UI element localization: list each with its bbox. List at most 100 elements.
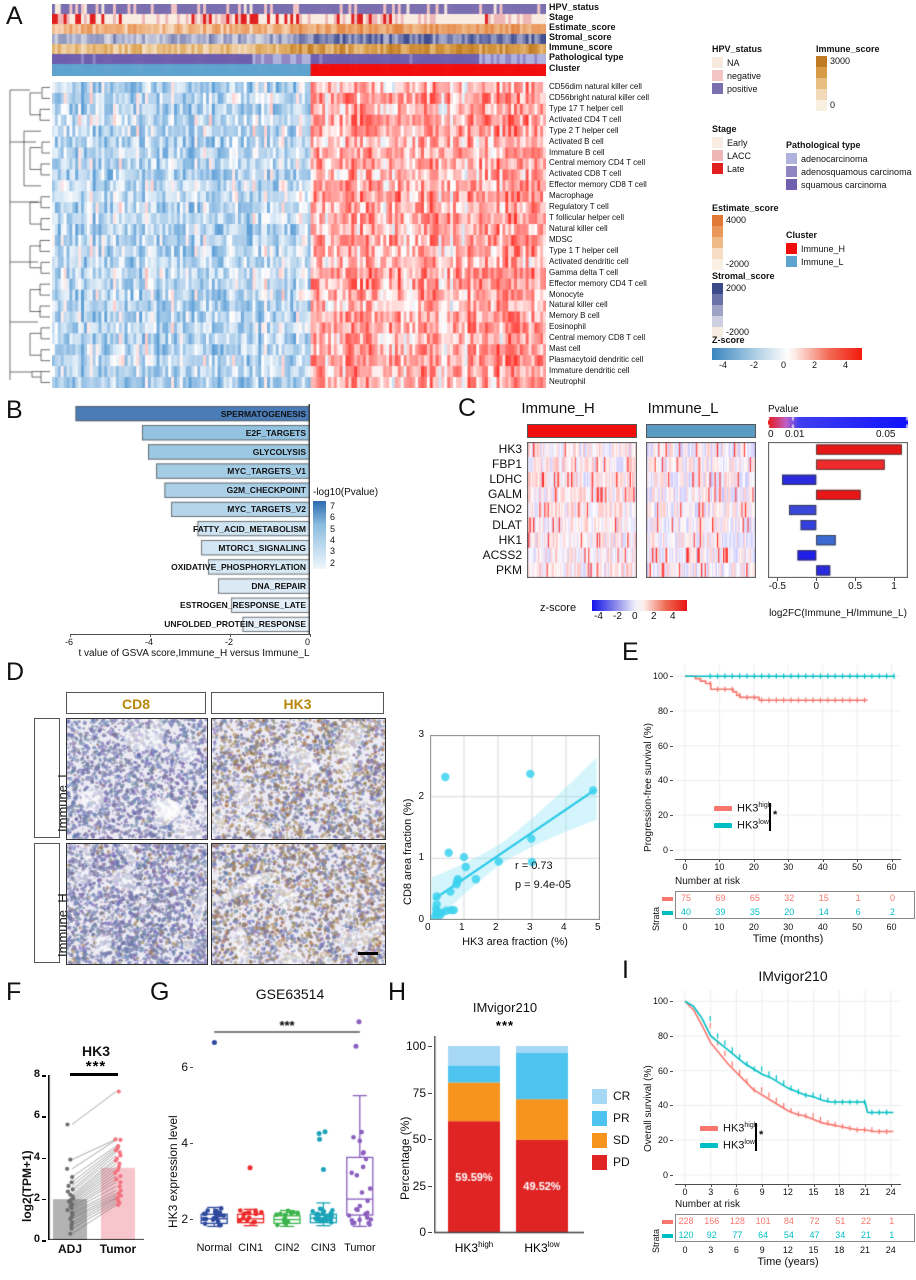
- panelG-xticks: Normal CIN1 CIN2 CIN3 Tumor: [192, 1242, 382, 1256]
- panelC-gene-label: HK1: [498, 532, 522, 547]
- panelA-heatmap-row-label: Immature B cell: [549, 147, 605, 157]
- panelI-ylabel: Overall survival (%): [643, 1065, 654, 1152]
- panelG-xtick-label: CIN2: [274, 1242, 300, 1254]
- legend-item: adenocarcinoma: [786, 152, 912, 165]
- km-risk-value: 92: [706, 1230, 717, 1240]
- panelH-legend-item: CR: [592, 1085, 630, 1107]
- pvalue-tick: 0.05: [876, 429, 896, 440]
- km-risk-value: 47: [809, 1230, 820, 1240]
- legend-item-label: LACC: [727, 150, 752, 161]
- km-ytick-label: 40: [657, 1100, 668, 1111]
- km-legend-item: HK3high: [714, 800, 772, 817]
- panelD-p-annotation: p = 9.4e-05: [515, 879, 571, 891]
- panelA-anno-row-label: Stromal_score: [549, 32, 612, 42]
- panelA-heatmap-row-label: Memory B cell: [549, 311, 600, 321]
- panelF-xticks: ADJ Tumor: [44, 1242, 148, 1256]
- km-xtick: [685, 1184, 686, 1187]
- km-risk-swatch: [662, 1234, 673, 1238]
- km-risk-value: 40: [680, 907, 691, 917]
- km-risk-tick-label: 18: [834, 1245, 845, 1255]
- panelE-km-curve: [675, 665, 901, 858]
- panelC-gene-label: HK3: [498, 442, 522, 456]
- km-risk-value: 21: [860, 1230, 871, 1240]
- panelD-scatter-plot: [430, 735, 600, 920]
- km-risk-tick-label: 50: [852, 922, 863, 932]
- panel-letter-e: E: [622, 638, 639, 666]
- legend-item-label: adenocarcinoma: [801, 153, 868, 164]
- panelH-xticks: HK3high HK3low: [432, 1240, 588, 1255]
- panelB-xticks: -6 -4 -2 0: [65, 634, 311, 648]
- panelF-ytick-label: 6: [33, 1109, 40, 1122]
- panel-letter-d: D: [6, 658, 25, 686]
- panelG-ytick-label: 4: [181, 1136, 188, 1150]
- panelH-legend: CR PR SD PD: [592, 1085, 630, 1173]
- km-ytick: [670, 676, 673, 678]
- panelC-logfc-xticks: -0.5 0 0.5 1: [768, 578, 908, 592]
- km-xtick-label: 60: [886, 862, 897, 872]
- legend-min-label: -2000: [726, 327, 750, 337]
- km-xtick: [822, 859, 824, 862]
- legend-stromal-title: Stromal_score: [712, 271, 775, 281]
- legend-item-label: adenosquamous carcinoma: [801, 166, 912, 177]
- panelB-xlabel: t value of GSVA score,Immune_H versus Im…: [78, 648, 310, 659]
- panelH-legend-label: PD: [613, 1155, 630, 1169]
- panelB-legend-title: -log10(Pvalue): [313, 487, 379, 498]
- legend-item-label: Early: [727, 137, 748, 148]
- km-risk-tick-label: 10: [714, 922, 725, 932]
- legend-gradient-step: [712, 294, 723, 305]
- km-legend-label: HK3: [737, 802, 759, 815]
- panel-letter-a: A: [6, 2, 23, 30]
- km-risk-value: 1: [889, 1230, 895, 1240]
- panelI-strata-label: Strata: [651, 1228, 661, 1253]
- legend-pathological-type: Pathological type adenocarcinoma adenosqu…: [786, 140, 912, 191]
- panelH-legend-label: SD: [613, 1133, 630, 1147]
- panelC-gene-label: DLAT: [492, 517, 522, 532]
- km-xtick-label: 50: [852, 862, 863, 872]
- km-risk-value: 65: [749, 893, 760, 903]
- panelC-immuneL-bar: [646, 424, 756, 438]
- panelH-ylabel: Percentage (%): [398, 1116, 412, 1200]
- panelF-ytick: [42, 1116, 46, 1118]
- panelH-xtick-sup: high: [478, 1240, 494, 1249]
- panelB-xtick-label: -2: [225, 637, 234, 647]
- panelA-heatmap: [52, 82, 546, 388]
- panelA-heatmap-row-label: Effector memory CD4 T cell: [549, 278, 647, 288]
- km-risk-value: 2: [890, 907, 896, 917]
- panelB-bar-label: E2F_TARGETS: [245, 427, 306, 438]
- legend-swatch: [712, 137, 723, 148]
- legend-zscore-title: Z-score: [712, 335, 745, 345]
- km-xtick-label: 21: [859, 1187, 870, 1197]
- panelG-xtick-label: CIN3: [310, 1242, 336, 1254]
- legend-item: Immune_H: [786, 242, 845, 255]
- panelB-xtick-label: 0: [305, 637, 311, 647]
- km-ytick-label: 0: [662, 845, 668, 855]
- panelC-gene-label: PKM: [495, 562, 522, 577]
- panelC-zscore-tick: 4: [670, 611, 676, 622]
- panelE-yticks: 0 20 40 60 80 100: [645, 665, 673, 858]
- panelD-ytick-label: 2: [418, 790, 424, 802]
- panelF-ytick-label: 8: [33, 1068, 40, 1080]
- legend-estimate-title: Estimate_score: [712, 203, 779, 213]
- panelI-risk-title: Number at risk: [675, 1199, 741, 1210]
- panelD-xtick-label: 2: [493, 922, 499, 933]
- km-risk-value: 35: [749, 907, 760, 917]
- panelA-heatmap-row-label: Neutrophil: [549, 376, 586, 386]
- km-ytick-label: 100: [652, 996, 668, 1007]
- panelC-gene-label: FBP1: [491, 457, 522, 472]
- panelC-pvalue-title: Pvalue: [768, 404, 799, 415]
- panelC-immuneH-bar: [527, 424, 637, 438]
- panelG-title: GSE63514: [255, 986, 325, 1002]
- panelG-ytick-label: 6: [181, 1060, 188, 1075]
- km-xtick-label: 6: [733, 1187, 739, 1197]
- km-significance: *: [759, 1129, 764, 1141]
- panelG-ytick: [190, 1218, 193, 1220]
- km-ytick-label: 80: [657, 1030, 668, 1041]
- panelD-yticks: 0 1 2 3: [404, 729, 428, 925]
- km-risk-box: 228 166 128 101 84 72 51 22 1 120 92 77 64 54 47 34 21 1: [662, 1214, 915, 1242]
- panelA-heatmap-row-label: Central memory CD8 T cell: [549, 333, 646, 343]
- panelC-pvalue-legend: Pvalue 0 0.01 0.05: [768, 404, 908, 440]
- panelB-legend-tick: 3: [330, 546, 336, 557]
- km-ytick-label: 20: [657, 1135, 668, 1146]
- panelC-tick: [816, 578, 818, 581]
- km-ytick: [670, 815, 673, 817]
